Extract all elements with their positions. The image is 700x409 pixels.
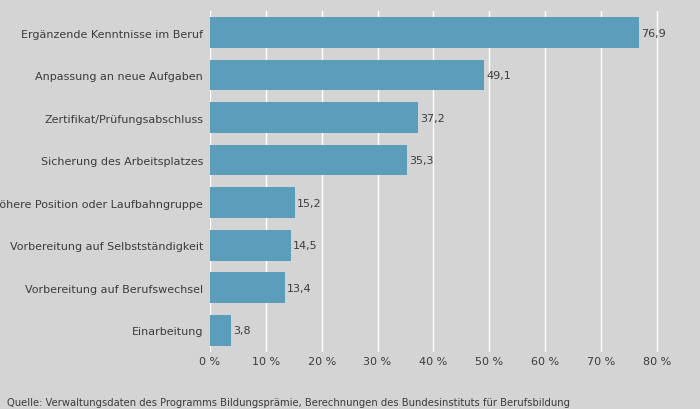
Text: 14,5: 14,5 [293, 240, 318, 251]
Bar [210, 18, 639, 49]
Bar [210, 146, 407, 176]
Text: 37,2: 37,2 [420, 113, 444, 124]
Text: 35,3: 35,3 [410, 156, 434, 166]
Bar [210, 61, 484, 91]
Text: 76,9: 76,9 [642, 29, 666, 38]
Text: 15,2: 15,2 [297, 198, 322, 208]
Text: 49,1: 49,1 [486, 71, 511, 81]
Bar [210, 188, 295, 218]
Text: Quelle: Verwaltungsdaten des Programms Bildungsprämie, Berechnungen des Bundesin: Quelle: Verwaltungsdaten des Programms B… [7, 397, 570, 407]
Bar [210, 230, 291, 261]
Bar [210, 315, 231, 346]
Text: 13,4: 13,4 [287, 283, 312, 293]
Bar [210, 273, 285, 303]
Text: 3,8: 3,8 [233, 326, 251, 335]
Bar [210, 103, 418, 134]
